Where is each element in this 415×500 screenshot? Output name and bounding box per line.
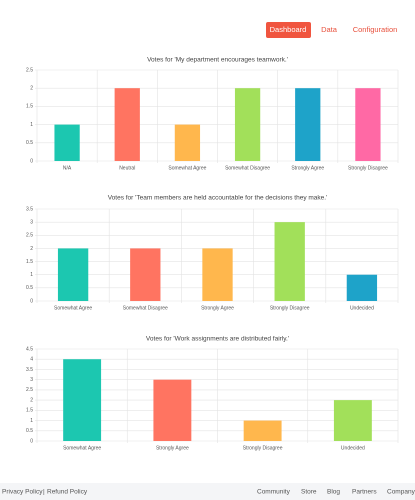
- x-tick-label: Strongly Disagree: [243, 445, 283, 451]
- y-tick-label: 2: [30, 86, 33, 92]
- bar: [57, 248, 89, 301]
- nav-active-bg: [266, 22, 311, 38]
- chart-title: Votes for 'Work assignments are distribu…: [146, 336, 289, 343]
- bar: [174, 124, 201, 161]
- y-tick-label: 0: [30, 298, 33, 304]
- y-tick-label: 0.5: [26, 285, 33, 291]
- x-tick-label: Somewhat Agree: [168, 165, 206, 171]
- x-tick-label: Strongly Agree: [201, 305, 234, 311]
- nav-link[interactable]: Dashboard: [270, 25, 307, 34]
- footer-link[interactable]: Store: [301, 489, 317, 496]
- y-tick-label: 0.5: [26, 140, 33, 146]
- y-tick-label: 2.5: [26, 387, 33, 393]
- bar: [355, 88, 381, 161]
- chart-title: Votes for 'My department encourages team…: [147, 57, 288, 64]
- y-tick-label: 3: [30, 377, 33, 383]
- x-tick-label: N/A: [63, 165, 72, 171]
- y-tick-label: 1.5: [26, 259, 33, 265]
- y-tick-label: 1.5: [26, 408, 33, 414]
- y-tick-label: 4: [30, 357, 33, 363]
- y-tick-label: 2.5: [26, 233, 33, 239]
- x-tick-label: Undecided: [350, 305, 374, 311]
- bar: [274, 222, 305, 301]
- bar: [63, 359, 102, 441]
- x-tick-label: Strongly Agree: [156, 445, 189, 451]
- bar: [234, 88, 261, 161]
- bar: [153, 379, 192, 441]
- nav-link[interactable]: Configuration: [353, 25, 398, 34]
- x-tick-label: Somewhat Agree: [63, 445, 101, 451]
- bar: [346, 274, 378, 301]
- x-tick-label: Somewhat Disagree: [225, 165, 270, 171]
- x-tick-label: Strongly Disagree: [270, 305, 310, 311]
- footer-link[interactable]: Company: [387, 489, 415, 496]
- y-tick-label: 1: [30, 272, 33, 278]
- footer-link[interactable]: Refund Policy: [47, 489, 88, 496]
- y-tick-label: 1: [30, 418, 33, 424]
- nav-link[interactable]: Data: [321, 25, 338, 34]
- y-tick-label: 2.5: [26, 67, 33, 73]
- bar: [243, 420, 282, 441]
- footer-link[interactable]: Partners: [352, 489, 377, 496]
- footer-link[interactable]: Blog: [327, 489, 340, 496]
- y-tick-label: 3.5: [26, 206, 33, 212]
- y-tick-label: 2: [30, 246, 33, 252]
- y-tick-label: 1: [30, 122, 33, 128]
- bar: [202, 248, 233, 301]
- chart-title: Votes for 'Team members are held account…: [108, 195, 328, 202]
- bar: [54, 124, 80, 161]
- bar: [130, 248, 161, 301]
- x-tick-label: Strongly Disagree: [348, 165, 388, 171]
- footer-link[interactable]: Privacy Policy: [2, 489, 43, 496]
- bar: [295, 88, 321, 161]
- bar: [333, 400, 372, 441]
- x-tick-label: Neutral: [119, 165, 135, 171]
- x-tick-label: Somewhat Disagree: [123, 305, 168, 311]
- x-tick-label: Undecided: [341, 445, 365, 451]
- x-tick-label: Strongly Agree: [291, 165, 324, 171]
- y-tick-label: 3: [30, 219, 33, 225]
- y-tick-label: 0: [30, 438, 33, 444]
- y-tick-label: 0: [30, 158, 33, 164]
- bar: [114, 88, 140, 161]
- y-tick-label: 0.5: [26, 428, 33, 434]
- y-tick-label: 1.5: [26, 104, 33, 110]
- x-tick-label: Somewhat Agree: [54, 305, 92, 311]
- footer-bg: [0, 483, 415, 500]
- y-tick-label: 4.5: [26, 346, 33, 352]
- footer-link[interactable]: Community: [257, 489, 291, 496]
- y-tick-label: 2: [30, 397, 33, 403]
- y-tick-label: 3.5: [26, 367, 33, 373]
- footer-separator: |: [43, 489, 45, 496]
